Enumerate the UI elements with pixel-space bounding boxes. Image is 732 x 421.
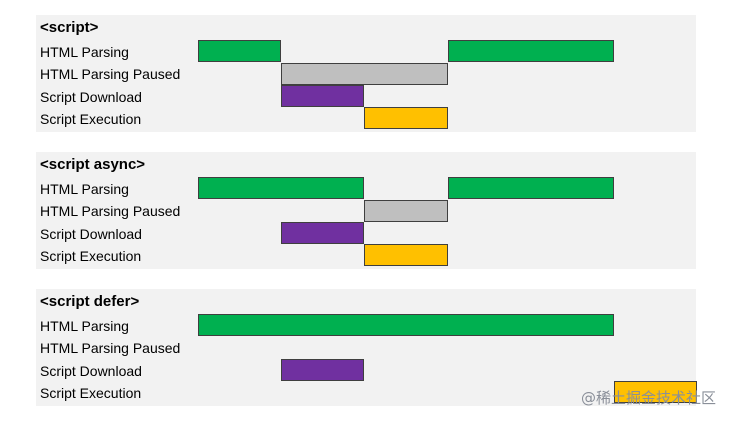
watermark-text: @稀土掘金技术社区 [581, 389, 717, 407]
row-label-html-parsing-paused: HTML Parsing Paused [40, 66, 181, 82]
bar-script-execution [364, 244, 448, 266]
panel-title: <script defer> [40, 293, 140, 310]
row-label-script-execution: Script Execution [40, 385, 142, 401]
bar-script-execution [364, 107, 448, 129]
row-label-script-execution: Script Execution [40, 248, 142, 264]
panel-title: <script> [40, 19, 99, 36]
bar-html-parsing-paused [281, 63, 448, 85]
bar-html-parsing [198, 314, 614, 336]
row-label-script-download: Script Download [40, 226, 142, 242]
bar-html-parsing [198, 40, 281, 62]
bar-script-download [281, 85, 364, 107]
row-label-html-parsing: HTML Parsing [40, 318, 129, 334]
bar-html-parsing-paused [364, 200, 448, 222]
row-label-html-parsing-paused: HTML Parsing Paused [40, 203, 181, 219]
row-label-script-execution: Script Execution [40, 111, 142, 127]
bar-script-execution [614, 381, 697, 403]
row-label-html-parsing: HTML Parsing [40, 44, 129, 60]
row-label-html-parsing: HTML Parsing [40, 181, 129, 197]
row-label-script-download: Script Download [40, 363, 142, 379]
row-label-html-parsing-paused: HTML Parsing Paused [40, 340, 181, 356]
bar-script-download [281, 359, 364, 381]
row-label-script-download: Script Download [40, 89, 142, 105]
panel-title: <script async> [40, 156, 146, 173]
bar-html-parsing [448, 40, 614, 62]
bar-html-parsing [448, 177, 614, 199]
bar-script-download [281, 222, 364, 244]
bar-html-parsing [198, 177, 364, 199]
panel-script-defer: <script defer> HTML Parsing HTML Parsing… [36, 289, 696, 406]
